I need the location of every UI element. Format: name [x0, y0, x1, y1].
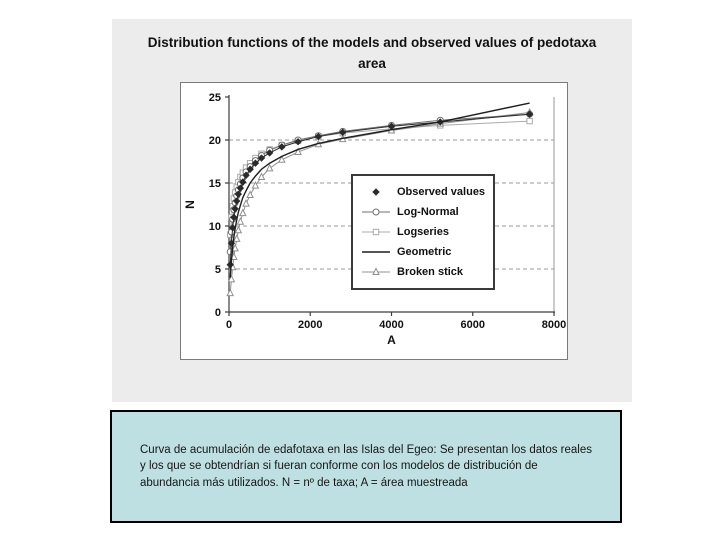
y-axis-label: N [183, 200, 197, 209]
series-geometric [229, 102, 530, 278]
svg-text:0: 0 [215, 307, 221, 319]
triangle-marker-icon [362, 267, 390, 275]
legend-label: Logseries [397, 226, 449, 238]
legend-item-log-normal: Log-Normal [361, 202, 487, 222]
diamond-marker-icon [372, 188, 380, 196]
svg-text:5: 5 [215, 264, 221, 276]
chart-legend: Observed values Log-Normal Logseries Geomet… [351, 174, 495, 290]
caption-box: Curva de acumulación de edafotaxa en las… [110, 410, 622, 523]
slide-title: Distribution functions of the models and… [147, 35, 597, 71]
caption-text: Curva de acumulación de edafotaxa en las… [140, 444, 592, 489]
legend-item-observed-values: Observed values [361, 182, 487, 202]
circle-marker-icon [362, 208, 390, 216]
legend-label: Log-Normal [397, 206, 459, 218]
x-axis-label: A [387, 333, 396, 347]
svg-text:25: 25 [209, 92, 221, 104]
legend-label: Geometric [397, 246, 452, 258]
chart-svg: 0 5 10 15 20 25 0 2000 4000 6000 8000 N A [183, 92, 566, 347]
line-swatch-icon [362, 251, 390, 253]
legend-item-geometric: Geometric [361, 242, 487, 262]
svg-text:0: 0 [226, 319, 232, 331]
svg-text:20: 20 [209, 135, 221, 147]
legend-label: Broken stick [397, 266, 464, 278]
legend-item-logseries: Logseries [361, 222, 487, 242]
svg-text:8000: 8000 [542, 319, 566, 331]
slide-canvas: Distribution functions of the models and… [112, 19, 632, 402]
svg-text:15: 15 [209, 178, 221, 190]
legend-label: Observed values [397, 186, 486, 198]
svg-text:4000: 4000 [379, 319, 403, 331]
legend-item-broken-stick: Broken stick [361, 262, 487, 282]
chart: 0 5 10 15 20 25 0 2000 4000 6000 8000 N A Observed v… [180, 82, 568, 360]
svg-text:10: 10 [209, 221, 221, 233]
svg-text:6000: 6000 [461, 319, 485, 331]
square-marker-icon [362, 228, 390, 236]
svg-text:2000: 2000 [298, 319, 322, 331]
